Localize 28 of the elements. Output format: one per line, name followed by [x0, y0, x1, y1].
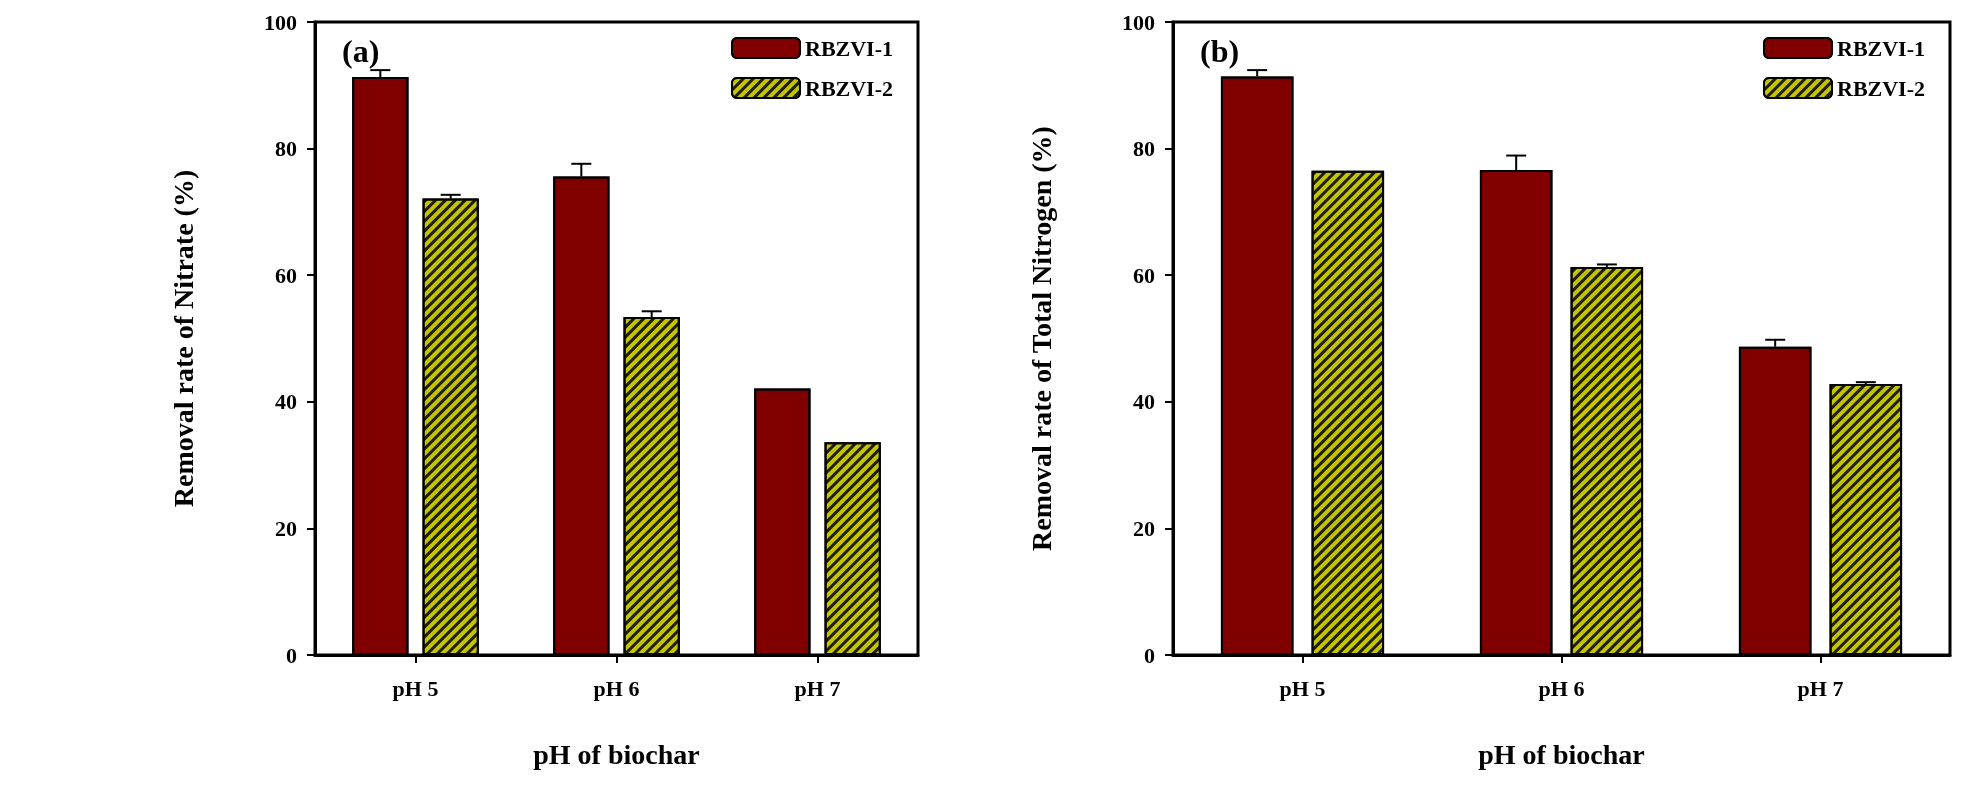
legend-label: RBZVI-2	[804, 75, 893, 101]
y-tick-label: 80	[1133, 136, 1155, 162]
chart-title: (a)	[342, 33, 380, 69]
y-tick-label: 40	[1133, 389, 1155, 415]
y-tick-label: 60	[1133, 262, 1155, 288]
y-axis-title: Removal rate of Total Nitrogen (%)	[1025, 126, 1057, 551]
y-tick-label: 40	[275, 389, 297, 415]
y-axis-title: Removal rate of Nitrate (%)	[167, 169, 199, 508]
y-tick-label: 20	[275, 515, 297, 541]
x-tick-label: pH 7	[794, 675, 841, 701]
y-tick-label: 0	[286, 642, 297, 668]
x-axis-title: pH of biochar	[533, 738, 700, 770]
y-tick-label: 0	[1144, 642, 1155, 668]
y-tick-label: 20	[1133, 515, 1155, 541]
y-tick-label: 60	[275, 262, 297, 288]
x-axis-title: pH of biochar	[1478, 738, 1645, 770]
legend-label: RBZVI-1	[804, 35, 893, 61]
chart-title: (b)	[1200, 33, 1240, 69]
y-tick-label: 100	[1122, 9, 1155, 35]
x-tick-label: pH 6	[593, 675, 640, 701]
y-tick-label: 100	[264, 9, 297, 35]
x-tick-label: pH 6	[1538, 675, 1585, 701]
y-tick-label: 80	[275, 136, 297, 162]
x-tick-label: pH 5	[1279, 675, 1326, 701]
legend-label: RBZVI-1	[1836, 35, 1925, 61]
x-tick-label: pH 7	[1797, 675, 1844, 701]
x-tick-label: pH 5	[392, 675, 439, 701]
legend-label: RBZVI-2	[1836, 75, 1925, 101]
